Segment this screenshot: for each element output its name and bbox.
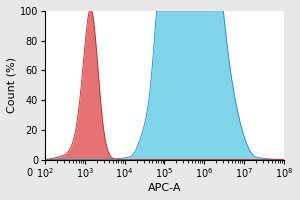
- Y-axis label: Count (%): Count (%): [7, 57, 17, 113]
- X-axis label: APC-A: APC-A: [148, 183, 181, 193]
- Text: 0: 0: [26, 168, 33, 178]
